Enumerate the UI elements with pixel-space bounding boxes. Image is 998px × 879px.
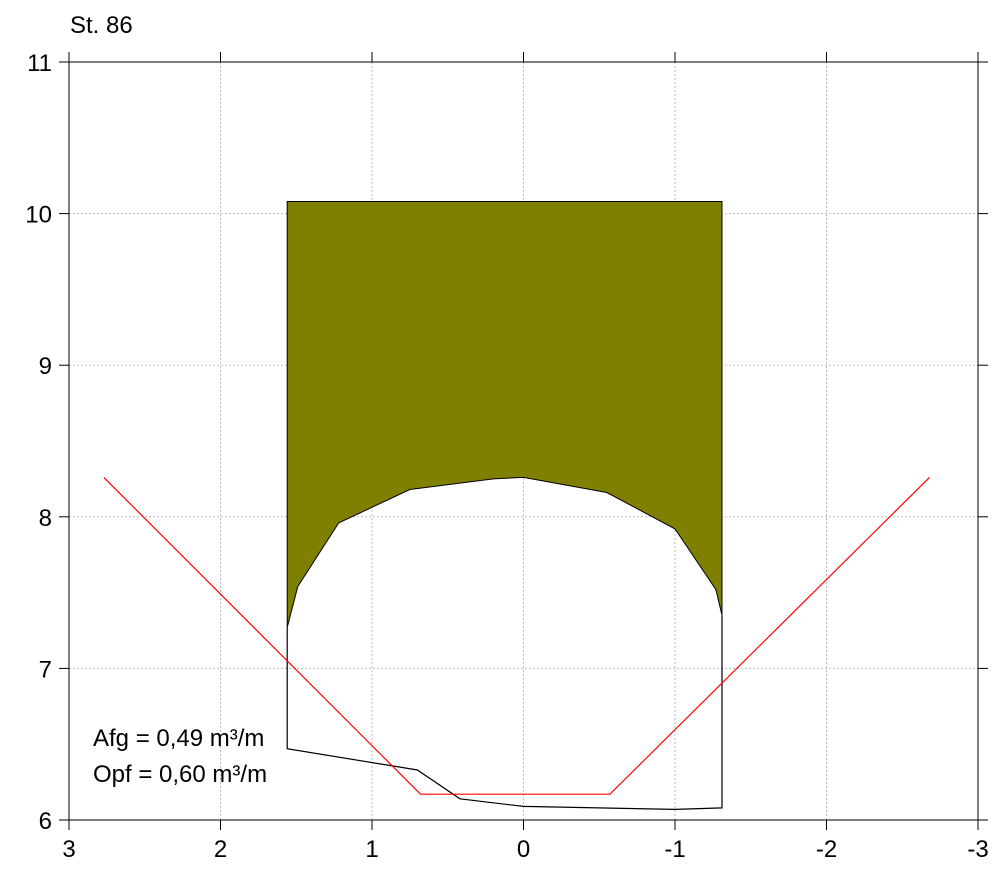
- y-tick-label: 8: [39, 505, 52, 532]
- chart-title: St. 86: [70, 12, 133, 39]
- design-profile-line: [103, 476, 930, 795]
- y-tick-label: 10: [25, 202, 52, 229]
- x-tick-label: 1: [365, 836, 378, 863]
- annotation-afg: Afg = 0,49 m³/m: [93, 725, 264, 752]
- x-tick-label: 2: [214, 836, 227, 863]
- plot-data: [103, 201, 930, 811]
- annotation-opf: Opf = 0,60 m³/m: [93, 761, 267, 788]
- x-tick-label: 3: [62, 836, 75, 863]
- filled-region: [286, 201, 723, 628]
- x-tick-label: -2: [816, 836, 837, 863]
- x-tick-label: -3: [967, 836, 988, 863]
- y-tick-label: 6: [39, 808, 52, 835]
- grid: [69, 62, 978, 820]
- x-tick-label: -1: [664, 836, 685, 863]
- y-tick-label: 7: [39, 656, 52, 683]
- profile-line: [286, 615, 723, 811]
- x-tick-label: 0: [517, 836, 530, 863]
- y-tick-label: 9: [39, 353, 52, 380]
- y-tick-label: 11: [27, 50, 52, 77]
